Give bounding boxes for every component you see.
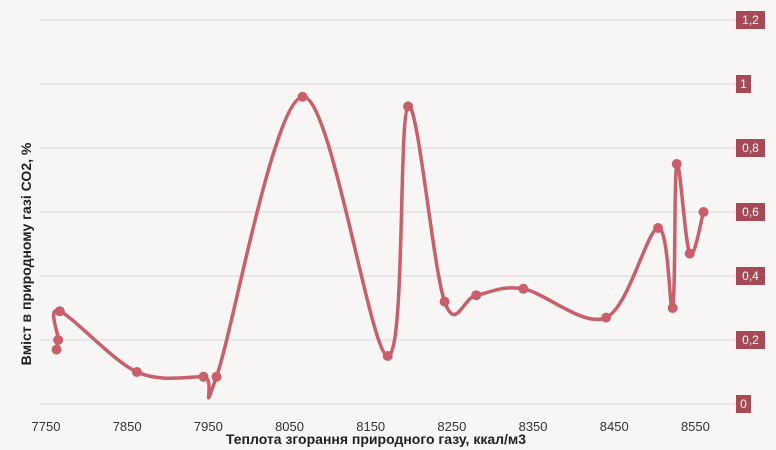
data-point-12 bbox=[601, 312, 612, 323]
data-point-9 bbox=[439, 296, 450, 307]
y-tick-bg-2 bbox=[736, 267, 765, 285]
x-tick-label-7: 8450 bbox=[600, 419, 629, 434]
data-point-14 bbox=[667, 303, 678, 313]
y-tick-label-3: 0,6 bbox=[742, 205, 759, 219]
data-point-6 bbox=[297, 91, 308, 102]
x-tick-label-4: 8150 bbox=[356, 419, 385, 434]
data-point-5 bbox=[211, 371, 222, 382]
y-tick-bg-5 bbox=[736, 75, 751, 93]
y-tick-bg-6 bbox=[736, 11, 765, 29]
data-point-1 bbox=[53, 335, 64, 345]
x-tick-label-6: 8350 bbox=[519, 419, 548, 434]
x-tick-label-5: 8250 bbox=[437, 419, 466, 434]
data-point-2 bbox=[54, 306, 65, 317]
y-tick-label-6: 1,2 bbox=[742, 13, 759, 27]
data-point-4 bbox=[198, 371, 209, 382]
y-axis-title: Вміст в природному газі СО2, % bbox=[18, 142, 34, 365]
x-tick-label-2: 7950 bbox=[194, 419, 223, 434]
y-tick-label-1: 0,2 bbox=[742, 333, 759, 347]
gridlines bbox=[40, 19, 736, 405]
data-point-13 bbox=[653, 223, 664, 233]
data-points bbox=[51, 91, 709, 382]
y-tick-labels: 0 0,2 0,4 0,6 0,8 1 1,2 bbox=[736, 11, 765, 413]
data-point-15 bbox=[671, 159, 682, 169]
data-point-10 bbox=[471, 290, 482, 301]
y-tick-bg-3 bbox=[736, 203, 765, 221]
data-point-0 bbox=[51, 344, 62, 355]
y-tick-bg-1 bbox=[736, 331, 765, 349]
x-tick-label-8: 8550 bbox=[681, 419, 710, 434]
y-tick-bg-0 bbox=[736, 395, 751, 413]
y-tick-label-2: 0,4 bbox=[742, 269, 759, 283]
data-point-17 bbox=[698, 207, 709, 217]
x-axis-title: Теплота згорання природного газу, ккал/м… bbox=[226, 431, 526, 447]
y-tick-label-5: 1 bbox=[740, 77, 747, 91]
data-point-3 bbox=[131, 367, 142, 377]
x-tick-label-0: 7750 bbox=[32, 419, 61, 434]
data-point-7 bbox=[382, 351, 393, 361]
data-point-8 bbox=[403, 101, 414, 112]
y-tick-bg-4 bbox=[736, 139, 765, 157]
data-point-11 bbox=[518, 283, 529, 294]
x-tick-label-3: 8050 bbox=[275, 419, 304, 434]
x-tick-labels: 7750 7850 7950 8050 8150 8250 8350 8450 8550 bbox=[32, 419, 710, 434]
x-tick-label-1: 7850 bbox=[113, 419, 142, 434]
y-tick-label-4: 0,8 bbox=[742, 141, 759, 155]
y-tick-label-0: 0 bbox=[740, 397, 747, 411]
data-point-16 bbox=[684, 248, 695, 259]
